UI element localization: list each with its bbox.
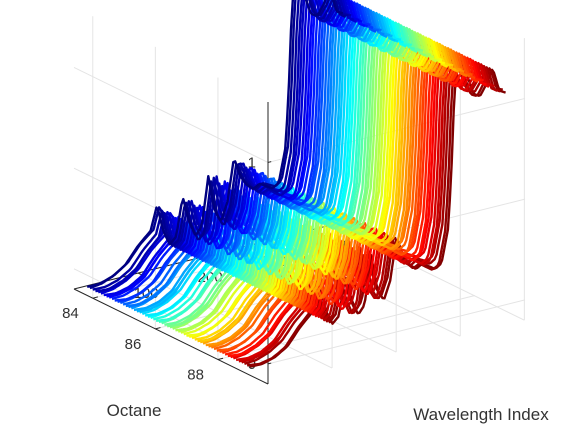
spectrum-line xyxy=(95,0,352,293)
y-tick-mark xyxy=(155,327,161,330)
grid-line-z-side xyxy=(73,66,269,163)
spectrum-line xyxy=(92,0,349,291)
y-tick-label: 86 xyxy=(125,336,142,353)
grid-line-y-floor xyxy=(217,294,476,360)
x-axis-label: Wavelength Index xyxy=(413,405,549,424)
label-layer: Wavelength Index Octane xyxy=(107,401,550,424)
y-tick-label: 88 xyxy=(187,366,204,383)
spectrum-line xyxy=(86,0,344,289)
z-tick-mark xyxy=(267,362,272,365)
y-tick-mark xyxy=(217,357,224,360)
spectrum-line xyxy=(106,0,363,298)
series-layer xyxy=(86,0,506,368)
grid-line-z-back xyxy=(267,299,526,365)
y-tick-mark xyxy=(92,296,99,299)
y-tick-label: 84 xyxy=(62,305,79,322)
y-axis-label: Octane xyxy=(107,401,162,420)
z-tick-mark xyxy=(267,161,272,163)
z-tick-label: 1 xyxy=(248,154,256,171)
y-axis-line xyxy=(73,288,269,385)
